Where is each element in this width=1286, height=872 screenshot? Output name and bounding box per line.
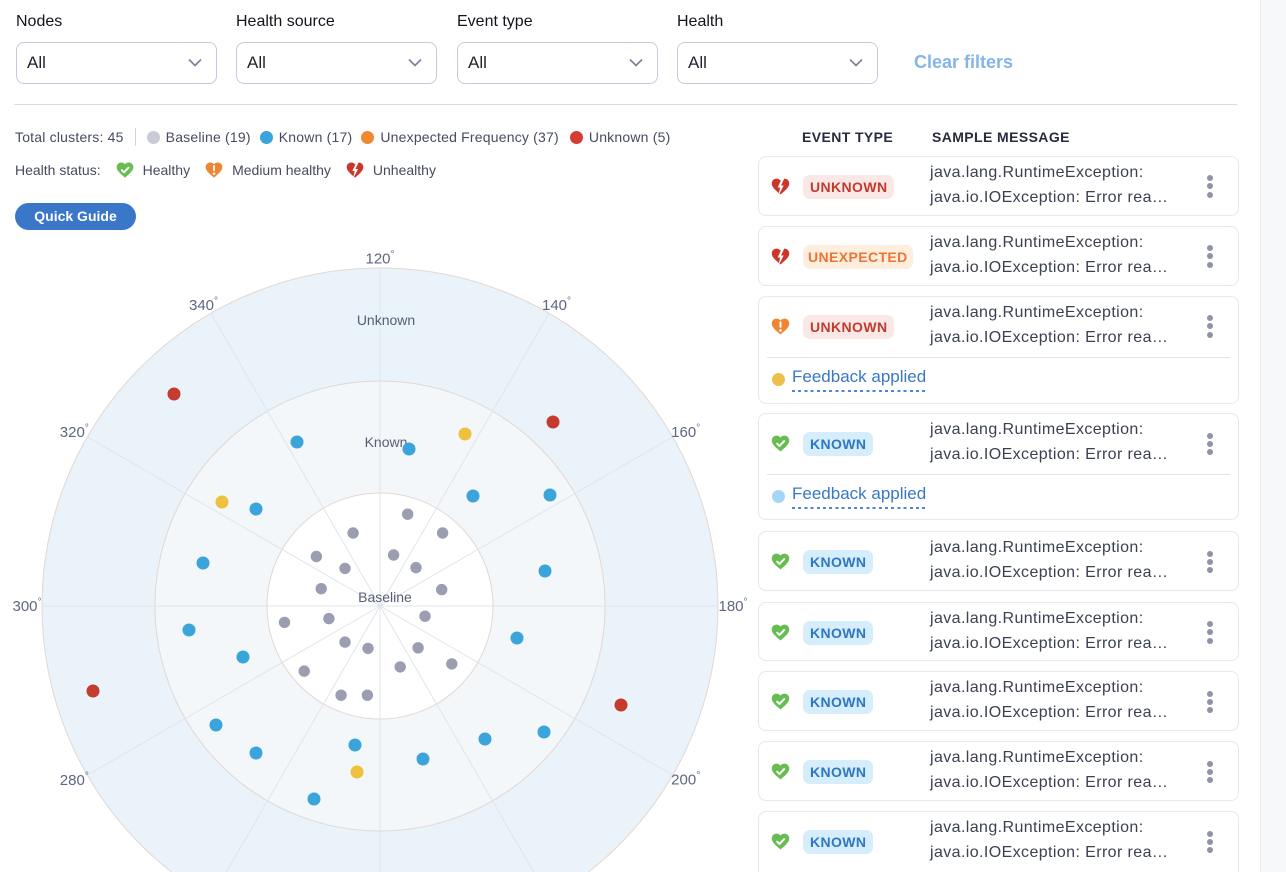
svg-text:320°: 320° — [60, 423, 89, 441]
svg-text:Unknown: Unknown — [357, 312, 415, 328]
svg-text:340°: 340° — [189, 296, 218, 314]
svg-text:200°: 200° — [671, 771, 700, 789]
svg-text:180°: 180° — [718, 597, 747, 615]
svg-text:Known: Known — [365, 434, 408, 450]
svg-text:160°: 160° — [671, 423, 700, 441]
svg-text:300°: 300° — [12, 597, 41, 615]
svg-text:Baseline: Baseline — [358, 589, 412, 605]
svg-text:140°: 140° — [542, 296, 571, 314]
svg-text:120°: 120° — [365, 250, 394, 268]
svg-text:280°: 280° — [60, 771, 89, 789]
